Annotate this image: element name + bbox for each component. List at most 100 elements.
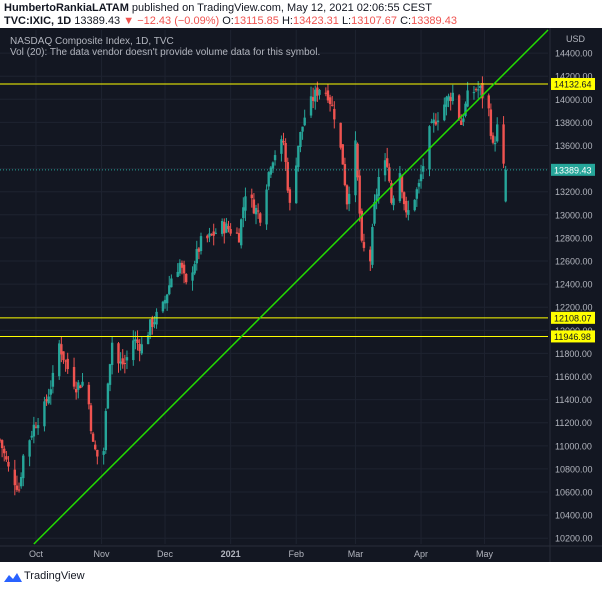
candle-body [170,278,173,288]
candle-body [256,210,260,212]
candle-body [121,358,124,365]
candle-body [91,433,95,442]
candle-body [407,210,410,215]
candle-body [153,322,156,325]
open-value: 13115.85 [233,15,279,27]
candle-body [17,489,21,491]
candle-body [47,396,50,404]
last-price-label-bg [551,163,595,176]
last-price: 13389.43 [74,15,121,27]
candle-body [284,143,287,163]
candle-body [136,339,139,343]
candle-body [295,165,298,204]
author-name[interactable]: HumbertoRankiaLATAM [4,2,129,14]
candle-body [286,162,289,191]
candle-body [343,164,347,186]
candle-body [168,285,171,295]
candle-body [462,118,465,122]
tradingview-logo-icon[interactable] [4,571,22,583]
high-value: 13423.31 [292,15,339,27]
candle-body [58,343,61,377]
candle-body [460,120,463,125]
candle-body [32,424,36,437]
level-label-bg [551,77,595,90]
candle-body [476,89,480,91]
low-label: L: [341,15,352,27]
trend-line[interactable] [33,29,549,545]
candle-body [108,364,112,385]
candle-body [487,95,490,109]
candle-body [140,344,143,354]
chart-canvas[interactable]: 10200.00 10400.00 10600.00 10800.00 11000.00… [0,28,602,562]
candle-body [240,219,243,246]
candle-body [496,124,499,142]
candle-body [432,119,435,124]
candle-body [106,383,110,409]
candle-body [254,207,258,215]
candle-body [474,89,478,91]
symbol-label: TVC:IXIC, 1D [4,15,72,27]
candle-body [28,440,31,457]
candle-body [0,440,4,449]
chart-legend-title: NASDAQ Composite Index, 1D, TVC [10,36,174,47]
candle-body [466,90,469,107]
candle-body [119,361,122,364]
candle-body [176,271,179,277]
candle-body [288,189,292,203]
tradingview-brand[interactable]: TradingView [24,570,85,582]
candle-body [447,95,450,101]
candle-body [392,198,395,206]
close-label: C: [400,15,412,27]
y-tick-label: 13600.00 [555,141,593,151]
x-tick-label: 2021 [221,549,241,559]
candle-body [318,89,321,95]
candle-body [51,372,55,387]
candle-body [388,167,391,182]
candle-body [210,234,213,236]
candle-body [282,140,285,143]
y-tick-label: 12200.00 [555,303,593,313]
candle-body [134,339,137,342]
y-tick-label: 12600.00 [555,257,593,267]
candle-body [151,318,154,327]
candle-body [491,135,495,143]
x-tick-label: Mar [348,549,364,559]
candle-body [0,439,2,441]
ohlc-line: TVC:IXIC, 1D 13389.43 ▼ −12.43 (−0.09%) … [4,15,457,27]
currency-label: USD [566,34,586,44]
high-label: H: [281,15,293,27]
candle-body [180,262,184,268]
candle-body [89,405,93,432]
candle-body [195,249,198,264]
candle-body [326,90,330,101]
candle-body [314,89,317,102]
candle-body [356,143,359,178]
candle-body [383,160,387,176]
candle-body [225,223,228,233]
candle-body [104,411,107,451]
y-tick-label: 11000.00 [555,441,592,451]
candle-body [280,139,283,154]
candle-body [250,194,253,199]
candle-body [400,175,404,193]
candle-body [328,97,332,105]
candle-body [242,207,245,219]
y-tick-label: 14200.00 [555,72,593,82]
published-text: published on TradingView.com, May 12, 20… [128,2,432,14]
candles [0,76,507,496]
candle-body [362,242,366,248]
candle-body [333,108,336,120]
x-tick-label: May [476,549,494,559]
candle-body [324,92,328,94]
candle-body [206,235,209,239]
candle-body [402,192,406,205]
price-chart[interactable]: 10200.00 10400.00 10600.00 10800.00 11000.00… [0,28,602,562]
candle-body [341,144,344,165]
candle-body [301,126,304,132]
level-label-bg [551,330,595,343]
candle-body [316,87,319,96]
candle-body [197,248,201,252]
candle-body [385,158,389,167]
candle-body [377,176,380,196]
candle-body [504,169,507,202]
